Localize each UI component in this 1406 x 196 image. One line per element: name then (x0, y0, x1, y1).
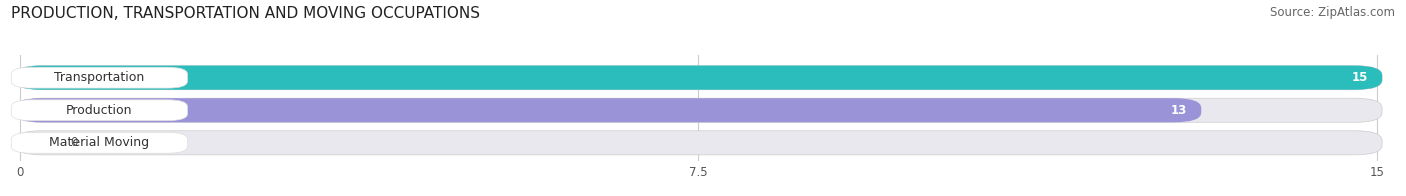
Text: 13: 13 (1171, 104, 1187, 117)
Text: PRODUCTION, TRANSPORTATION AND MOVING OCCUPATIONS: PRODUCTION, TRANSPORTATION AND MOVING OC… (11, 6, 481, 21)
FancyBboxPatch shape (11, 67, 187, 88)
FancyBboxPatch shape (15, 98, 1382, 122)
FancyBboxPatch shape (15, 131, 1382, 155)
Text: Production: Production (66, 104, 132, 117)
Text: Source: ZipAtlas.com: Source: ZipAtlas.com (1270, 6, 1395, 19)
Text: Material Moving: Material Moving (49, 136, 149, 149)
Text: Transportation: Transportation (55, 71, 145, 84)
FancyBboxPatch shape (11, 132, 187, 153)
FancyBboxPatch shape (15, 66, 1382, 90)
FancyBboxPatch shape (15, 98, 1201, 122)
FancyBboxPatch shape (11, 100, 187, 121)
Text: 0: 0 (70, 136, 77, 149)
FancyBboxPatch shape (15, 66, 1382, 90)
Text: 15: 15 (1351, 71, 1368, 84)
